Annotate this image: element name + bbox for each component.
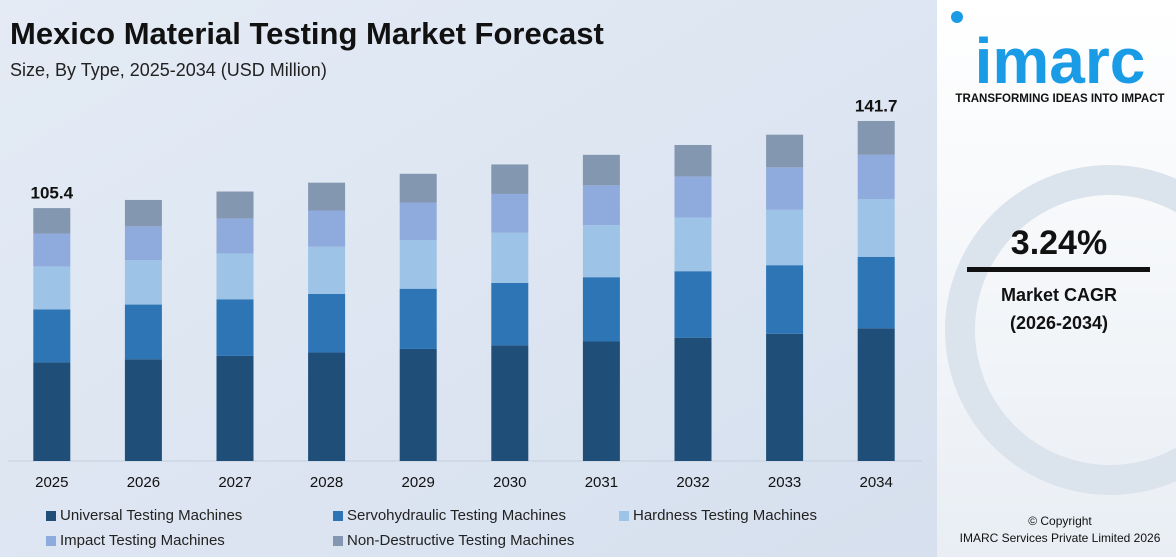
bar-segment (308, 293, 346, 353)
bar-segment (857, 328, 895, 461)
legend-swatch (333, 511, 343, 521)
copyright: © Copyright (1028, 514, 1092, 528)
bar-segment (674, 337, 712, 461)
bar-segment (491, 232, 529, 283)
cagr-label: Market CAGR (1001, 285, 1117, 305)
x-tick-label: 2027 (218, 474, 251, 491)
divider (967, 267, 1150, 272)
bar-segment (399, 288, 437, 349)
bar-segment (33, 362, 71, 461)
bar-segment (491, 345, 529, 461)
bar-segment (857, 121, 895, 155)
bar-segment (857, 256, 895, 329)
bar-segment (124, 226, 162, 261)
bar-segment (674, 144, 712, 177)
bar-segment (766, 333, 804, 461)
bar-segment (674, 271, 712, 338)
bar-segment (124, 359, 162, 461)
bar-segment (674, 176, 712, 218)
bar-segment (33, 233, 71, 267)
bar-segment (582, 277, 620, 342)
bar-segment (216, 253, 254, 300)
x-tick-label: 2033 (768, 474, 801, 491)
bar-segment (216, 191, 254, 219)
total-label: 105.4 (31, 184, 74, 203)
bar-segment (491, 193, 529, 233)
bar-segment (399, 173, 437, 203)
bar-segment (857, 154, 895, 199)
bar-segment (33, 309, 71, 363)
legend-label: Servohydraulic Testing Machines (347, 507, 566, 524)
logo: imarc (975, 25, 1146, 97)
bar-segment (308, 210, 346, 247)
decoration (945, 165, 1176, 495)
bar-segment (491, 282, 529, 346)
company: IMARC Services Private Limited 2026 (960, 531, 1161, 545)
bar-segment (124, 260, 162, 305)
x-tick-label: 2026 (127, 474, 160, 491)
legend-label: Hardness Testing Machines (633, 507, 817, 524)
bar-segment (582, 225, 620, 278)
legend-swatch (46, 536, 56, 546)
legend-label: Non-Destructive Testing Machines (347, 532, 574, 549)
bar-segment (308, 352, 346, 461)
legend-label: Impact Testing Machines (60, 532, 225, 549)
bar-segment (766, 134, 804, 168)
bar-segment (308, 246, 346, 294)
cagr-value: 3.24% (1011, 224, 1107, 262)
x-tick-label: 2030 (493, 474, 526, 491)
bar-segment (582, 185, 620, 226)
x-tick-label: 2031 (585, 474, 618, 491)
bar-segment (124, 304, 162, 360)
logo-dot (951, 11, 963, 23)
bar-segment (216, 218, 254, 254)
x-tick-label: 2032 (676, 474, 709, 491)
legend-swatch (333, 536, 343, 546)
chart-title: Mexico Material Testing Market Forecast (10, 16, 604, 51)
x-tick-label: 2029 (402, 474, 435, 491)
tagline: TRANSFORMING IDEAS INTO IMPACT (955, 93, 1164, 105)
bar-segment (308, 182, 346, 211)
bar-segment (491, 164, 529, 194)
bar-segment (399, 202, 437, 241)
bar-segment (766, 167, 804, 210)
bar-segment (766, 209, 804, 266)
total-label: 141.7 (855, 96, 898, 115)
bar-segment (399, 348, 437, 461)
legend-swatch (619, 511, 629, 521)
bar-segment (766, 265, 804, 334)
bar-segment (674, 217, 712, 272)
bar-segment (857, 198, 895, 257)
bar-segment (216, 355, 254, 461)
bar-segment (582, 154, 620, 186)
cagr-period: (2026-2034) (1010, 313, 1108, 333)
chart-subtitle: Size, By Type, 2025-2034 (USD Million) (10, 60, 327, 80)
legend-label: Universal Testing Machines (60, 507, 242, 524)
bar-segment (216, 299, 254, 356)
x-tick-label: 2034 (860, 474, 893, 491)
bar-segment (582, 341, 620, 461)
x-tick-label: 2025 (35, 474, 68, 491)
bar-segment (33, 266, 71, 310)
bar-segment (124, 199, 162, 227)
x-tick-label: 2028 (310, 474, 343, 491)
legend-swatch (46, 511, 56, 521)
bar-segment (399, 240, 437, 289)
bar-segment (33, 208, 71, 234)
